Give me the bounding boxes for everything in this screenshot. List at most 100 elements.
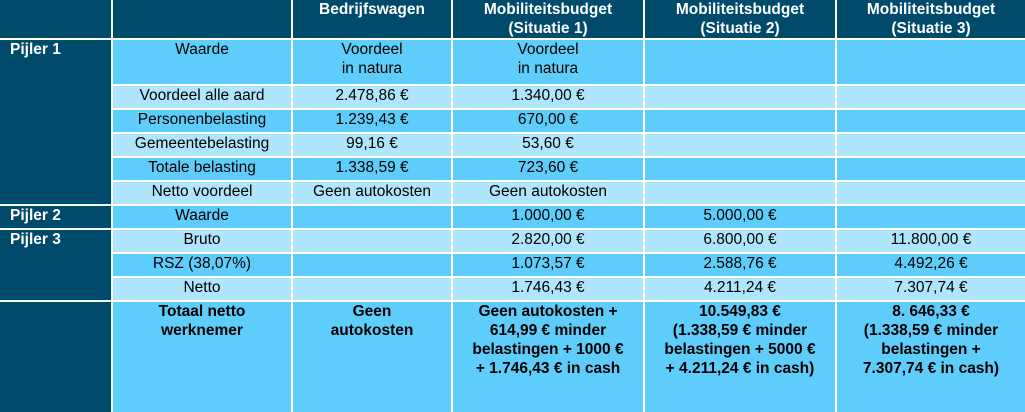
total-bedrijfswagen: Geen autokosten	[291, 300, 453, 412]
cell-situatie-3: 7.307,74 €	[835, 276, 1025, 302]
table-row: Totale belasting 1.338,59 € 723,60 €	[0, 156, 1025, 182]
cell-text: Voordeel	[517, 41, 579, 58]
cell-situatie-2	[643, 38, 837, 86]
cell-text: Totaal netto	[158, 303, 246, 320]
cell-bedrijfswagen: Voordeel in natura	[291, 38, 453, 86]
cell-situatie-1: 1.000,00 €	[451, 204, 645, 230]
cell-text: Geen	[352, 303, 392, 320]
cell-situatie-3	[835, 156, 1025, 182]
header-text: Mobiliteitsbudget	[866, 1, 996, 18]
row-label: Totale belasting	[112, 156, 293, 182]
header-situatie-1: Mobiliteitsbudget (Situatie 1)	[451, 0, 645, 40]
total-situatie-1: Geen autokosten + 614,99 € minder belastin…	[451, 300, 645, 412]
cell-bedrijfswagen	[291, 228, 453, 254]
cell-text: Geen autokosten +	[478, 303, 618, 320]
cell-situatie-2	[643, 84, 837, 110]
pillar-2-label: Pijler 2	[0, 204, 113, 230]
cell-text: in natura	[341, 60, 403, 77]
cell-text: 614,99 € minder	[489, 322, 607, 339]
table-row: Gemeentebelasting 99,16 € 53,60 €	[0, 132, 1025, 158]
total-pillar-cell	[0, 300, 113, 412]
cell-situatie-2	[643, 180, 837, 206]
cell-bedrijfswagen	[291, 204, 453, 230]
cell-situatie-2: 2.588,76 €	[643, 252, 837, 278]
cell-text: + 4.211,24 € in cash)	[665, 360, 815, 377]
table-row: Voordeel alle aard 2.478,86 € 1.340,00 €	[0, 84, 1025, 110]
row-label: Waarde	[111, 204, 293, 230]
header-row: Bedrijfswagen Mobiliteitsbudget (Situatie…	[0, 0, 1025, 40]
cell-situatie-3	[835, 180, 1025, 206]
cell-bedrijfswagen: Geen autokosten	[291, 180, 453, 206]
cell-situatie-1: 53,60 €	[451, 132, 645, 158]
cell-bedrijfswagen: 2.478,86 €	[291, 84, 453, 110]
table-row: Pijler 1 Waarde Voordeel in natura Voorde…	[0, 38, 1025, 206]
header-label-col	[111, 0, 293, 40]
cell-bedrijfswagen: 1.239,43 €	[291, 108, 453, 134]
table-row: RSZ (38,07%) 1.073,57 € 2.588,76 € 4.492…	[0, 252, 1025, 278]
cell-situatie-1: 723,60 €	[451, 156, 645, 182]
cell-situatie-1: 1.746,43 €	[451, 276, 645, 302]
cell-situatie-2: 4.211,24 €	[643, 276, 837, 302]
cell-text: 10.549,83 €	[699, 303, 781, 320]
cell-situatie-2	[643, 132, 837, 158]
header-subtext: (Situatie 1)	[508, 20, 588, 37]
cell-text: (1.338,59 € minder	[672, 322, 808, 339]
cell-situatie-2: 5.000,00 €	[643, 204, 837, 230]
row-label: Netto	[112, 276, 293, 302]
header-corner	[0, 0, 113, 40]
cell-situatie-3: 4.492,26 €	[835, 252, 1025, 278]
row-label: Voordeel alle aard	[112, 84, 293, 110]
header-text: Mobiliteitsbudget	[675, 1, 805, 18]
table-row: Personenbelasting 1.239,43 € 670,00 €	[0, 108, 1025, 134]
header-text: Mobiliteitsbudget	[483, 1, 613, 18]
header-text: Bedrijfswagen	[319, 1, 425, 18]
cell-bedrijfswagen	[291, 276, 453, 302]
row-label: Waarde	[111, 38, 293, 86]
row-label: Personenbelasting	[112, 108, 293, 134]
row-label: Bruto	[111, 228, 293, 254]
table-row: Pijler 2 Waarde 1.000,00 € 5.000,00 €	[0, 204, 1025, 230]
cell-text: + 1.746,43 € in cash	[475, 360, 621, 377]
cell-text: Voordeel	[341, 41, 403, 58]
pillar-1-label: Pijler 1	[0, 38, 113, 206]
cell-text: 8. 646,33 €	[892, 303, 970, 320]
cell-text: belastingen + 1000 €	[472, 341, 624, 358]
cell-text: belastingen +	[881, 341, 981, 358]
cell-situatie-1: 1.340,00 €	[451, 84, 645, 110]
cell-situatie-2: 6.800,00 €	[643, 228, 837, 254]
cell-text: belastingen + 5000 €	[664, 341, 816, 358]
header-situatie-3: Mobiliteitsbudget (Situatie 3)	[835, 0, 1025, 40]
cell-text: in natura	[517, 60, 579, 77]
header-subtext: (Situatie 3)	[891, 20, 971, 37]
header-bedrijfswagen: Bedrijfswagen	[291, 0, 453, 40]
cell-situatie-3	[835, 84, 1025, 110]
cell-situatie-3	[835, 132, 1025, 158]
cell-situatie-1: Geen autokosten	[451, 180, 645, 206]
cell-situatie-3	[835, 204, 1025, 230]
row-label: Netto voordeel	[112, 180, 293, 206]
cell-situatie-2	[643, 156, 837, 182]
total-situatie-2: 10.549,83 € (1.338,59 € minder belastingen…	[643, 300, 837, 412]
row-label: Gemeentebelasting	[112, 132, 293, 158]
cell-text: werknemer	[161, 322, 243, 339]
total-situatie-3: 8. 646,33 € (1.338,59 € minder belastingen…	[835, 300, 1025, 412]
cell-situatie-1: 670,00 €	[451, 108, 645, 134]
row-label: RSZ (38,07%)	[112, 252, 293, 278]
cell-text: 7.307,74 € in cash)	[862, 360, 1000, 377]
cell-bedrijfswagen	[291, 252, 453, 278]
table-row: Pijler 3 Bruto 2.820,00 € 6.800,00 € 11.…	[0, 228, 1025, 302]
header-situatie-2: Mobiliteitsbudget (Situatie 2)	[643, 0, 837, 40]
total-row: Totaal netto werknemer Geen autokosten Gee…	[0, 300, 1025, 412]
pillar-3-label: Pijler 3	[0, 228, 113, 302]
cell-bedrijfswagen: 99,16 €	[291, 132, 453, 158]
table-row: Netto voordeel Geen autokosten Geen auto…	[0, 180, 1025, 206]
cell-situatie-1: 1.073,57 €	[451, 252, 645, 278]
cell-situatie-3: 11.800,00 €	[835, 228, 1025, 254]
cell-situatie-3	[835, 38, 1025, 86]
cell-situatie-1: 2.820,00 €	[451, 228, 645, 254]
cell-text: (1.338,59 € minder	[863, 322, 999, 339]
cell-text: autokosten	[330, 322, 414, 339]
cell-situatie-2	[643, 108, 837, 134]
cell-situatie-3	[835, 108, 1025, 134]
